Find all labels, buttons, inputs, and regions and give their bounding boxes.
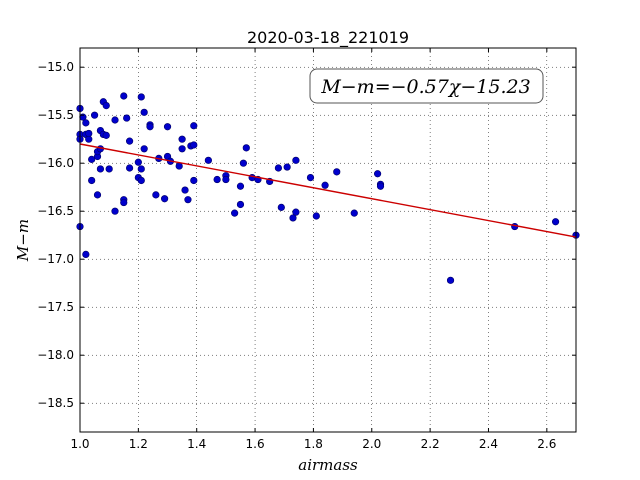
data-point [90,111,99,119]
data-point [82,250,90,258]
data-point [88,176,96,185]
data-point [152,191,160,199]
data-point [126,137,134,145]
x-tick-label: 1.2 [129,437,148,451]
x-tick-label: 2.2 [421,437,440,451]
y-tick-labels: −15.0 −15.5 −16.0 −16.5 −17.0 −17.5 −18.0 −18.5 [37,60,74,410]
data-point [204,156,212,164]
x-tick-label: 1.6 [246,437,265,451]
data-point [289,214,297,222]
data-point [163,123,172,131]
x-tick-label: 1.8 [304,437,323,451]
plot-frame [79,47,577,433]
data-point [231,209,239,217]
fit-line [79,143,577,238]
data-point [178,145,186,153]
y-tick-label: −15.5 [37,108,74,122]
data-point [126,164,134,172]
data-point [446,276,455,284]
data-point [274,164,283,172]
data-point [181,186,189,194]
data-point [137,93,145,101]
data-point [190,141,198,149]
y-tick-label: −15.0 [37,60,74,74]
data-point [123,114,131,122]
data-point [190,176,198,185]
data-point [102,101,110,110]
data-point [312,212,320,220]
data-point [175,162,183,170]
x-axis-label: airmass [298,456,358,474]
x-tick-label: 1.0 [70,437,89,451]
data-point [111,207,119,215]
data-point [277,203,285,211]
data-point [239,159,247,167]
grid-lines [79,48,576,432]
y-tick-label: −16.0 [37,156,74,170]
data-point [161,195,169,203]
data-point [306,174,315,182]
x-tick-label: 1.4 [187,437,206,451]
data-point [140,145,148,153]
data-point [140,108,148,116]
x-tick-label: 2.4 [479,437,498,451]
fit-equation: M−m=−0.57χ−15.23 [320,76,530,98]
data-point [82,119,90,127]
annotation-box [309,68,544,104]
data-point [178,135,186,143]
data-point [551,218,560,226]
data-point [236,200,245,209]
data-point [376,182,385,190]
data-point [96,165,105,173]
y-tick-label: −18.5 [37,396,74,410]
data-point [350,209,358,217]
data-point [374,170,382,178]
data-point [93,191,102,199]
data-point [236,182,245,190]
data-point [321,181,329,189]
data-point [333,168,341,176]
y-tick-label: −16.5 [37,204,74,218]
data-point [292,156,300,164]
data-point [105,165,113,173]
y-tick-label: −17.5 [37,300,74,314]
data-point [213,175,221,184]
x-tick-label: 2.0 [362,437,381,451]
y-axis-label: M−m [14,219,32,262]
x-tick-labels: 1.0 1.2 1.4 1.6 1.8 2.0 2.2 2.4 2.6 [70,437,556,451]
data-point [283,163,291,171]
data-point [190,122,198,130]
data-point [184,196,192,204]
data-point [146,123,154,131]
data-point [102,131,110,139]
data-point [85,129,93,138]
data-point [137,176,145,185]
data-point [222,175,230,184]
x-tick-label: 2.6 [537,437,556,451]
data-point [292,208,300,216]
data-point [120,198,128,207]
data-point [137,165,145,173]
y-tick-label: −17.0 [37,252,74,266]
axis-ticks [79,48,576,432]
data-point [88,155,96,163]
data-point [134,158,142,166]
data-point [242,144,250,152]
y-tick-label: −18.0 [37,348,74,362]
data-point [120,92,128,100]
data-point [111,116,119,124]
chart-title: 2020-03-18_221019 [247,28,409,48]
